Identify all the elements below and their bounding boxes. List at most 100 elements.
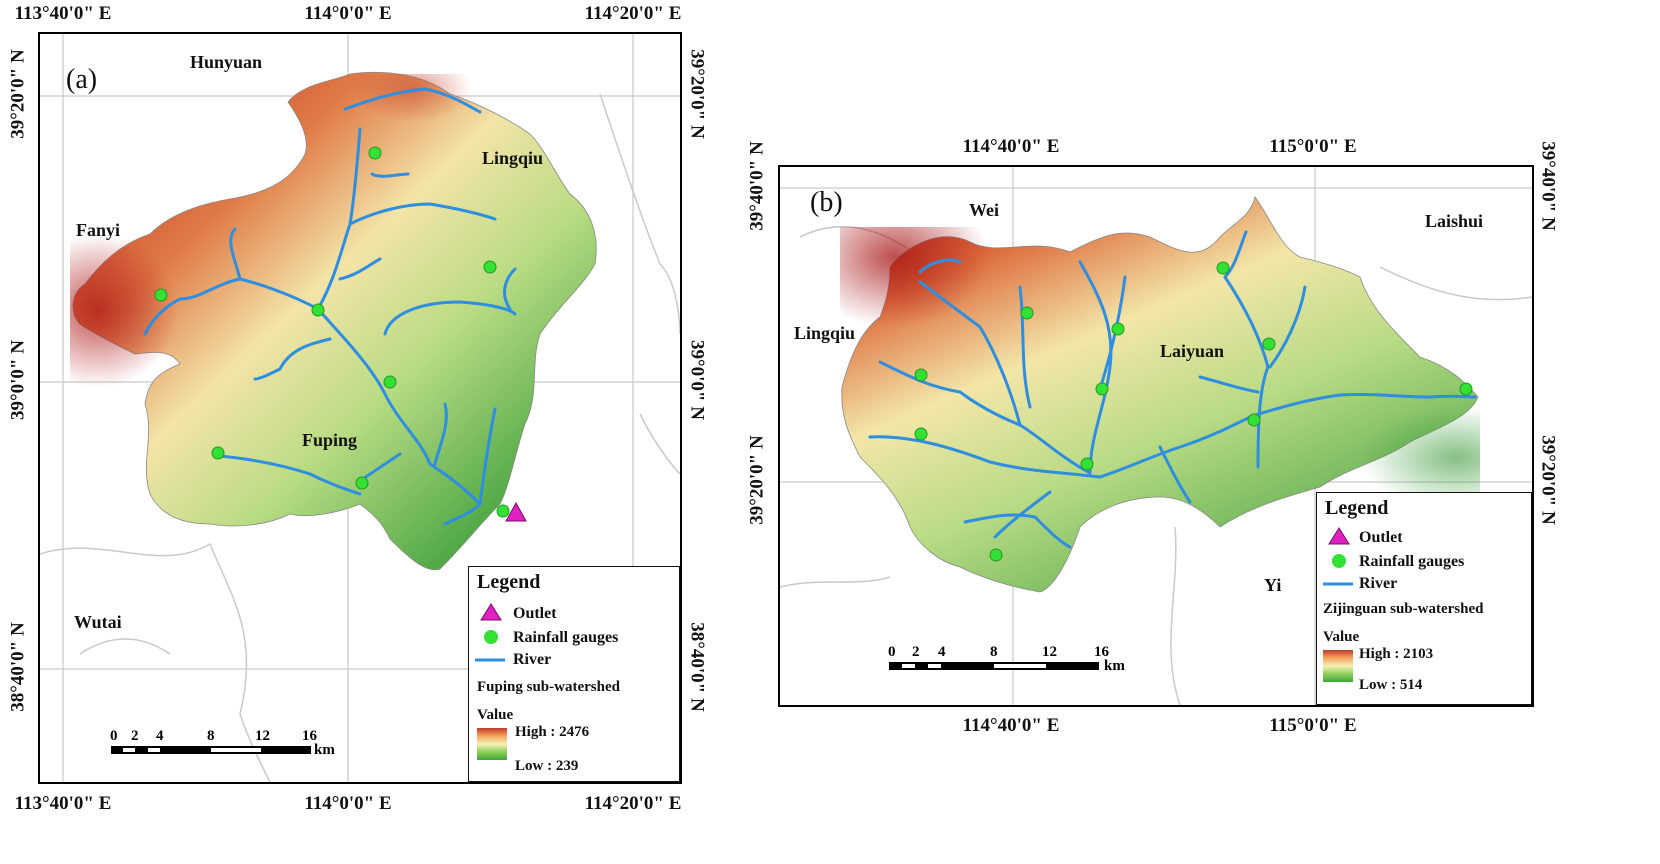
- place-yi: Yi: [1264, 575, 1281, 595]
- scale-tick-2: 2: [131, 728, 139, 744]
- lon-label-bottom-2: 114°0'0" E: [304, 793, 392, 814]
- lat-label-right-b1: 39°40'0" N: [1537, 141, 1559, 231]
- lat-label-left-1: 39°20'0" N: [7, 49, 29, 139]
- place-wei: Wei: [969, 200, 999, 220]
- scale-tick-4: 4: [938, 644, 946, 660]
- place-laishui: Laishui: [1425, 211, 1483, 231]
- scale-tick-16: 16: [1094, 644, 1109, 660]
- gauge-marker: [914, 427, 928, 441]
- gauge-marker: [1095, 382, 1109, 396]
- relief-shade-west: [70, 234, 300, 454]
- place-lingqiu: Lingqiu: [482, 148, 543, 168]
- map-panel-b: Wei Laishui Lingqiu Laiyuan Yi (b) 0 2 4…: [778, 165, 1534, 707]
- rainfall-gauges-b: [914, 261, 1473, 562]
- place-fuping: Fuping: [302, 430, 357, 450]
- lon-label-top-3: 114°20'0" E: [584, 3, 682, 24]
- gauge-marker: [483, 260, 497, 274]
- elevation-color-ramp: [477, 728, 507, 760]
- scale-tick-0: 0: [110, 728, 118, 744]
- gauge-marker: [1459, 382, 1473, 396]
- scale-tick-8: 8: [207, 728, 215, 744]
- legend-high-value: High : 2476: [515, 724, 590, 740]
- gauge-marker: [211, 446, 225, 460]
- gauge-marker: [1262, 337, 1276, 351]
- legend-title: Legend: [477, 571, 541, 593]
- gauge-marker: [989, 548, 1003, 562]
- place-lingqiu-b: Lingqiu: [794, 323, 855, 343]
- scale-tick-2: 2: [912, 644, 920, 660]
- map-panel-a: Hunyuan Lingqiu Fanyi Fuping Wutai (a) 0…: [38, 32, 682, 784]
- panel-label-a: (a): [66, 64, 97, 95]
- scale-bar-graphic: [111, 746, 311, 754]
- outlet-legend-icon: [480, 603, 502, 621]
- gauge-marker: [368, 146, 382, 160]
- gauge-legend-icon: [1332, 554, 1346, 568]
- lon-label-top-b2: 115°0'0" E: [1269, 136, 1357, 157]
- legend-low-value: Low : 514: [1359, 677, 1423, 693]
- gauge-marker: [1020, 306, 1034, 320]
- lon-label-top-2: 114°0'0" E: [304, 3, 392, 24]
- legend-b: Legend Outlet Rainfall gauges River Ziji…: [1316, 492, 1532, 705]
- gauge-marker: [1216, 261, 1230, 275]
- elevation-color-ramp: [1323, 650, 1353, 682]
- scale-bar-b: 0 2 4 8 12 16 km: [886, 644, 1136, 680]
- scale-tick-0: 0: [888, 644, 896, 660]
- gauge-marker: [1111, 322, 1125, 336]
- lon-label-top-1: 113°40'0" E: [14, 3, 112, 24]
- legend-layer-name: Zijinguan sub-watershed: [1323, 601, 1484, 617]
- scale-bar-a: 0 2 4 8 12 16 km: [106, 728, 346, 764]
- gauge-marker: [355, 476, 369, 490]
- legend-layer-name: Fuping sub-watershed: [477, 679, 620, 695]
- legend-outlet-label: Outlet: [1359, 529, 1403, 546]
- lat-label-right-2: 39°0'0" N: [686, 340, 708, 420]
- relief-shade-north: [280, 74, 520, 214]
- scale-unit: km: [1104, 658, 1125, 674]
- river-legend-icon: [1323, 582, 1353, 586]
- gauge-marker: [383, 375, 397, 389]
- scale-tick-16: 16: [302, 728, 317, 744]
- lat-label-left-b2: 39°20'0" N: [746, 435, 768, 525]
- place-hunyuan: Hunyuan: [190, 52, 262, 72]
- lon-label-top-b1: 114°40'0" E: [962, 136, 1060, 157]
- scale-tick-12: 12: [1042, 644, 1057, 660]
- rainfall-gauges: [154, 146, 510, 518]
- lon-label-bottom-3: 114°20'0" E: [584, 793, 682, 814]
- lat-label-right-3: 38°40'0" N: [686, 622, 708, 712]
- river-network-b: [868, 230, 1477, 549]
- river-network: [143, 87, 517, 526]
- legend-value-heading: Value: [1323, 629, 1360, 645]
- panel-label-b: (b): [810, 187, 843, 218]
- legend-gauges-label: Rainfall gauges: [513, 629, 619, 646]
- relief-shade-northwest: [840, 227, 1110, 427]
- place-wutai: Wutai: [74, 612, 122, 632]
- lat-label-right-b2: 39°20'0" N: [1537, 435, 1559, 525]
- gauge-marker: [1080, 457, 1094, 471]
- scale-tick-12: 12: [255, 728, 270, 744]
- scale-tick-8: 8: [990, 644, 998, 660]
- lon-label-bottom-b1: 114°40'0" E: [962, 715, 1060, 736]
- legend-value-heading: Value: [477, 707, 514, 723]
- gauge-marker: [1247, 413, 1261, 427]
- legend-gauges-label: Rainfall gauges: [1359, 553, 1465, 570]
- outlet-marker: [505, 501, 527, 522]
- scale-tick-4: 4: [156, 728, 164, 744]
- lat-label-left-2: 39°0'0" N: [7, 340, 29, 420]
- legend-outlet-label: Outlet: [513, 605, 557, 622]
- gauge-marker: [914, 368, 928, 382]
- lat-label-left-b1: 39°40'0" N: [746, 141, 768, 231]
- relief-shade-east: [1240, 367, 1480, 497]
- legend-river-label: River: [513, 651, 552, 668]
- legend-low-value: Low : 239: [515, 758, 579, 774]
- gauge-marker: [496, 504, 510, 518]
- lat-label-right-1: 39°20'0" N: [686, 49, 708, 139]
- legend-title: Legend: [1325, 497, 1389, 519]
- gauge-marker: [311, 303, 325, 317]
- legend-river-label: River: [1359, 575, 1398, 592]
- gauge-marker: [154, 288, 168, 302]
- gauge-legend-icon: [484, 630, 498, 644]
- legend-a: Legend Outlet Rainfall gauges River Fupi…: [468, 566, 680, 782]
- map-b-canvas: Wei Laishui Lingqiu Laiyuan Yi (b): [780, 167, 1532, 705]
- lon-label-bottom-b2: 115°0'0" E: [1269, 715, 1357, 736]
- lon-label-bottom-1: 113°40'0" E: [14, 793, 112, 814]
- map-a-canvas: Hunyuan Lingqiu Fanyi Fuping Wutai (a): [40, 34, 680, 782]
